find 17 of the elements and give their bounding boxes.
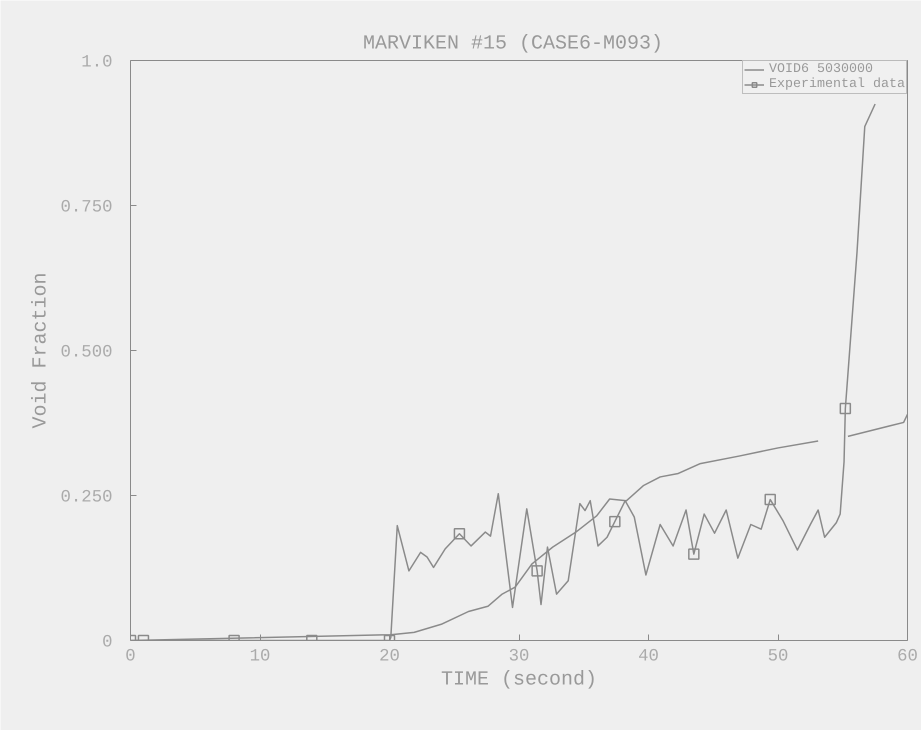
x-tick-label: 60 (897, 648, 918, 666)
y-axis-title: Void Fraction (30, 272, 53, 429)
legend-label: Experimental data (769, 77, 905, 92)
x-tick-label: 0 (125, 648, 136, 666)
chart-title: MARVIKEN #15 (CASE6-M093) (362, 32, 664, 56)
y-tick-label: 1.0 (81, 54, 113, 72)
x-tick-label: 10 (250, 648, 270, 666)
y-tick-label: 0.250 (60, 488, 113, 508)
y-tick-label: 0 (102, 634, 113, 652)
x-tick-label: 50 (768, 648, 788, 666)
x-tick-label: 20 (379, 648, 400, 666)
x-tick-label: 30 (508, 648, 530, 666)
legend-label: VOID6 5030000 (769, 62, 873, 77)
y-tick-label: 0.500 (60, 344, 113, 362)
x-axis-title: TIME (second) (440, 668, 598, 692)
x-tick-label: 40 (638, 648, 659, 666)
y-tick-label: 0.750 (60, 198, 113, 218)
